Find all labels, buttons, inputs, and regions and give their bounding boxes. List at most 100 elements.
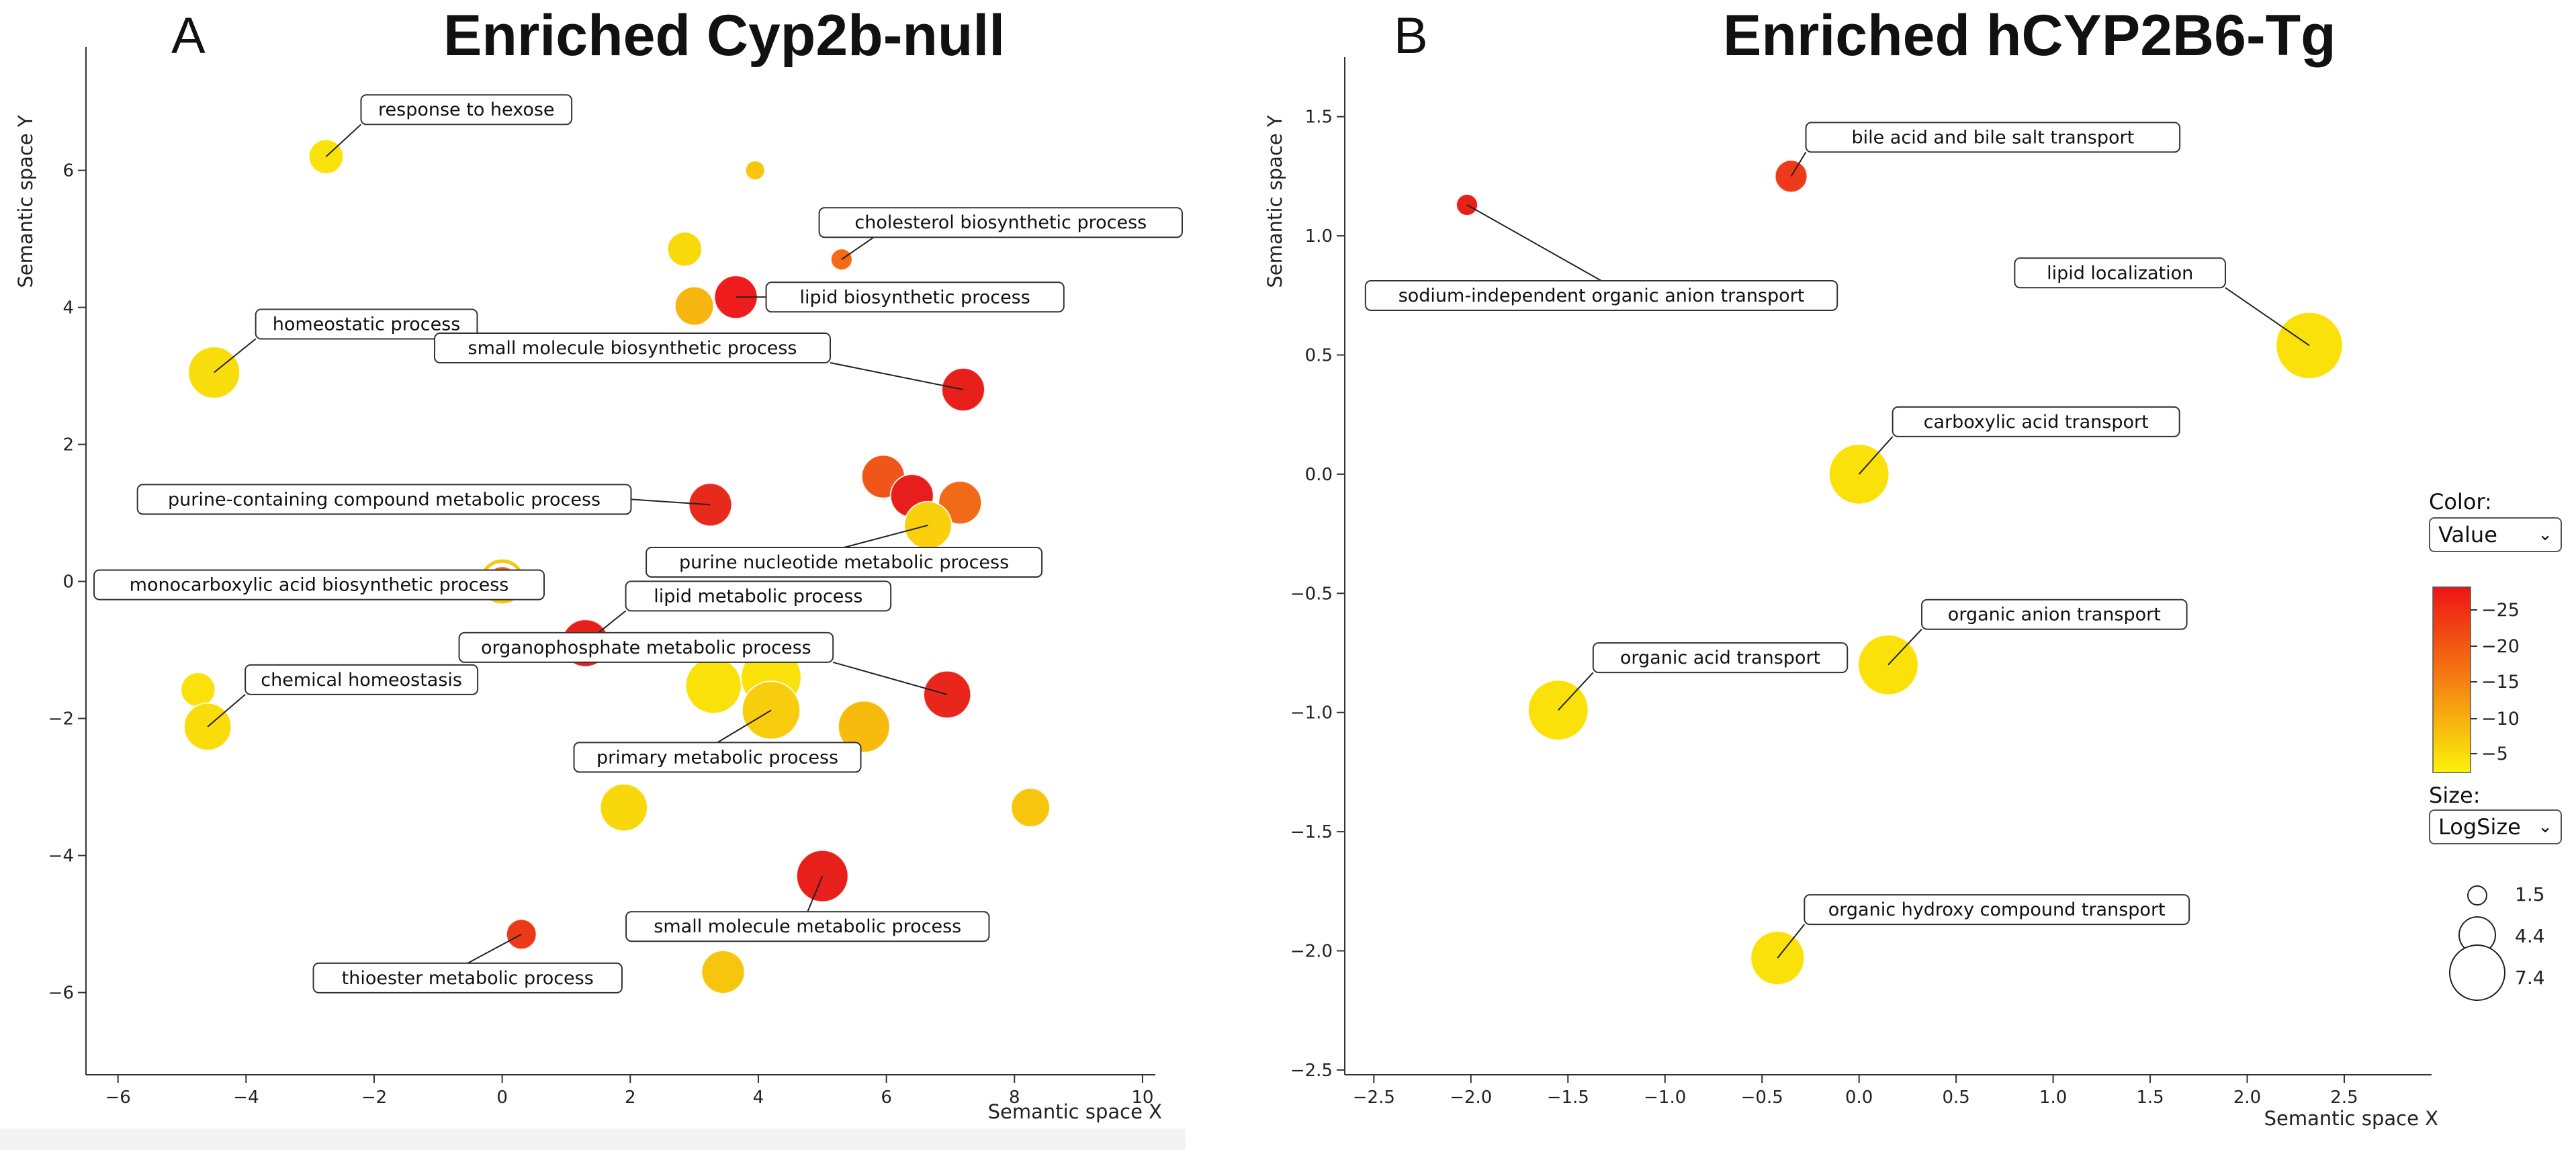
chart-b: −2.5 −2.0 −1.5 −1.0 −0.5 0.0 0.5 1.0 1.5 2.0 2.5 1.… xyxy=(1263,57,2438,1130)
x-tick-label: −6 xyxy=(105,1088,131,1108)
data-point[interactable] xyxy=(183,702,232,752)
y-axis-label: Semantic space Y xyxy=(14,115,37,288)
colorbar-tick-label: −20 xyxy=(2481,636,2520,657)
y-tick-label: 6 xyxy=(62,161,74,181)
y-tick-label: −2 xyxy=(48,709,74,729)
y-tick-label: 1.0 xyxy=(1305,226,1333,247)
x-tick-label: −2.0 xyxy=(1450,1088,1492,1108)
x-tick-label: 10 xyxy=(1131,1088,1153,1108)
colorbar-tick-label: −15 xyxy=(2481,672,2520,693)
y-axis-label: Semantic space Y xyxy=(1263,115,1286,288)
point-label: homeostatic process xyxy=(273,314,461,335)
label-leader-line xyxy=(1777,924,1806,959)
data-point[interactable] xyxy=(1828,443,1890,505)
y-tick-label: −0.5 xyxy=(1290,584,1333,604)
point-label: carboxylic acid transport xyxy=(1924,412,2149,433)
panel-b: B Enriched hCYP2B6-Tg −2.5 −2.0 −1.5 −1.0 −0… xyxy=(1229,0,2576,1150)
label-box xyxy=(245,664,479,695)
label-leader-line xyxy=(841,236,875,261)
size-select[interactable]: LogSize ⌄ xyxy=(2429,809,2562,844)
point-label: purine nucleotide metabolic process xyxy=(679,552,1009,573)
data-point[interactable] xyxy=(674,285,715,326)
label-leader-line xyxy=(631,498,711,506)
colorbar-gradient xyxy=(2432,586,2471,773)
label-leader-line xyxy=(1858,436,1894,475)
color-select[interactable]: Value ⌄ xyxy=(2429,517,2562,552)
point-label: response to hexose xyxy=(378,99,555,120)
size-legend-label: 1.5 xyxy=(2515,883,2545,905)
point-label: organic anion transport xyxy=(1948,605,2161,625)
label-box xyxy=(765,281,1065,313)
bottom-fade xyxy=(0,1129,1186,1150)
label-box xyxy=(1805,122,2181,153)
label-box xyxy=(2014,257,2226,289)
x-tick-label: −2 xyxy=(361,1088,387,1108)
label-leader-line xyxy=(2225,287,2310,347)
panel-b-letter: B xyxy=(1394,7,1428,64)
color-label: Color: xyxy=(2429,489,2492,515)
label-box xyxy=(646,546,1043,578)
label-box xyxy=(1892,406,2180,437)
data-point[interactable] xyxy=(2275,311,2344,380)
x-tick-label: 2.5 xyxy=(2330,1088,2358,1108)
point-label: organic acid transport xyxy=(1620,648,1820,668)
data-point[interactable] xyxy=(938,480,983,525)
label-leader-line xyxy=(832,661,948,695)
data-point[interactable] xyxy=(599,783,648,832)
point-label: primary metabolic process xyxy=(596,747,838,768)
y-tick-label: 0.0 xyxy=(1305,465,1333,485)
label-box xyxy=(434,333,832,363)
size-legend: 1.5 4.4 7.4 xyxy=(2449,883,2545,1001)
label-leader-line xyxy=(1466,204,1602,281)
x-tick-label: 0.0 xyxy=(1845,1088,1873,1108)
data-point[interactable] xyxy=(684,657,742,715)
y-tick-label: −1.5 xyxy=(1290,822,1333,842)
point-label: lipid localization xyxy=(2047,263,2193,283)
label-box xyxy=(312,962,623,993)
data-point[interactable] xyxy=(701,950,746,994)
size-legend-label: 4.4 xyxy=(2515,925,2545,947)
label-leader-line xyxy=(844,524,928,548)
point-label: cholesterol biosynthetic process xyxy=(854,212,1147,233)
label-leader-line xyxy=(214,338,257,373)
data-point[interactable] xyxy=(1774,159,1808,193)
label-leader-line xyxy=(207,694,246,727)
data-point[interactable] xyxy=(180,672,216,708)
x-tick-label: −2.5 xyxy=(1353,1088,1395,1108)
x-tick-label: 6 xyxy=(881,1088,892,1108)
label-box xyxy=(136,484,632,515)
x-tick-label: 0 xyxy=(496,1088,508,1108)
label-box xyxy=(1804,894,2190,926)
point-label: sodium-independent organic anion transpo… xyxy=(1398,285,1805,306)
data-point[interactable] xyxy=(837,700,891,754)
size-select-value: LogSize xyxy=(2438,814,2521,840)
y-tick-label: 0.5 xyxy=(1305,346,1333,366)
point-label: thioester metabolic process xyxy=(342,968,594,989)
label-box xyxy=(818,207,1183,238)
x-tick-label: 2 xyxy=(625,1088,636,1108)
point-label: organophosphate metabolic process xyxy=(481,637,811,658)
label-leader-line xyxy=(807,875,824,912)
label-leader-line xyxy=(830,362,964,390)
chart-a: −6 −4 −2 0 2 4 6 8 10 6 4 2 0 −2 −4 −6 Semantic space X S… xyxy=(14,47,1183,1123)
data-point[interactable] xyxy=(666,231,703,267)
panel-b-title: Enriched hCYP2B6-Tg xyxy=(1723,3,2336,68)
x-axis-label: Semantic space X xyxy=(2264,1107,2438,1130)
point-label: purine-containing compound metabolic pro… xyxy=(168,489,601,510)
label-leader-line xyxy=(1790,151,1807,177)
label-leader-line xyxy=(1887,629,1922,666)
x-tick-label: 8 xyxy=(1009,1088,1020,1108)
x-tick-label: −0.5 xyxy=(1741,1088,1783,1108)
y-tick-label: 0 xyxy=(62,572,74,592)
size-label: Size: xyxy=(2429,783,2481,808)
size-legend-circle xyxy=(2449,944,2505,1001)
data-point[interactable] xyxy=(1010,787,1051,828)
data-point[interactable] xyxy=(1456,193,1479,216)
label-box xyxy=(573,742,862,773)
x-tick-label: −4 xyxy=(233,1088,259,1108)
x-tick-label: 1.5 xyxy=(2136,1088,2164,1108)
data-point[interactable] xyxy=(744,160,766,181)
x-tick-label: 1.0 xyxy=(2039,1088,2067,1108)
y-tick-label: 2 xyxy=(62,435,74,455)
point-label: chemical homeostasis xyxy=(261,670,462,691)
